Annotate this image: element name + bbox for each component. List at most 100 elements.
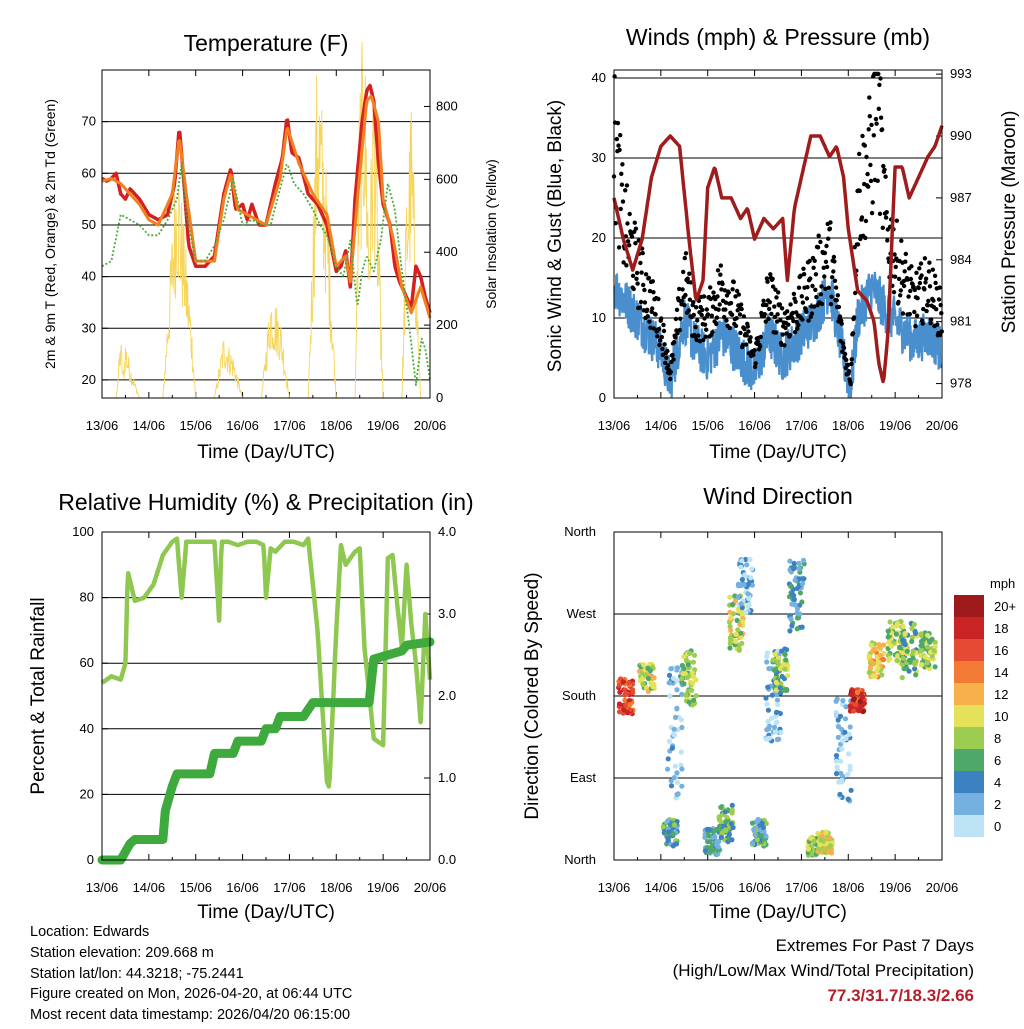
x-axis-label: Time (Day/UTC) [709, 442, 847, 463]
gust-point [778, 318, 783, 323]
direction-point [833, 753, 840, 759]
gust-point [641, 282, 646, 288]
y-tick-label: North [564, 524, 596, 539]
gust-point [724, 318, 729, 323]
gust-point [635, 281, 640, 286]
gust-point [883, 215, 889, 220]
gust-point [647, 319, 652, 324]
gust-point [927, 260, 932, 265]
direction-point [791, 560, 797, 567]
gust-point [915, 296, 920, 301]
direction-point [745, 581, 751, 588]
gust-point [647, 288, 653, 294]
gust-point [775, 312, 780, 317]
direction-point [674, 687, 680, 693]
gust-point [645, 314, 650, 319]
gust-point [717, 302, 722, 307]
gust-point [869, 122, 874, 128]
direction-point [874, 667, 880, 673]
gust-point [762, 312, 767, 317]
gust-point [832, 259, 837, 264]
x-tick-label: 18/06 [832, 418, 865, 433]
direction-point [705, 839, 711, 845]
gust-point [822, 250, 828, 256]
y-axis-label: Direction (Colored By Speed) [522, 572, 543, 819]
y-tick-label: 20 [82, 372, 96, 387]
direction-point [848, 787, 854, 793]
direction-point [742, 572, 748, 578]
direction-point [651, 675, 657, 681]
colorbar-swatch [954, 617, 984, 639]
y2-tick-label: 987 [950, 190, 972, 205]
direction-point [787, 628, 793, 634]
direction-point [678, 749, 684, 755]
colorbar-label: 10 [994, 709, 1008, 724]
gust-point [850, 331, 856, 336]
gust-point [818, 292, 824, 297]
gust-point [908, 276, 914, 282]
gust-point [920, 321, 925, 326]
direction-point [746, 596, 752, 602]
direction-point [727, 635, 734, 641]
series-line-2m-t [101, 83, 432, 314]
y-tick-label: 50 [82, 217, 96, 232]
gust-point [730, 287, 735, 292]
colorbar-label: 18 [994, 621, 1008, 636]
gust-point [787, 332, 793, 338]
gust-point [763, 319, 768, 324]
gust-point [701, 337, 706, 343]
gust-point [639, 270, 644, 275]
gust-point [855, 242, 861, 247]
direction-point [669, 745, 676, 751]
y-tick-label: North [564, 852, 596, 867]
direction-point [768, 715, 775, 722]
recent-timestamp: Most recent data timestamp: 2026/04/20 0… [30, 1007, 351, 1024]
direction-point [681, 666, 687, 672]
gust-point [832, 278, 838, 283]
direction-point [681, 681, 687, 687]
gust-point [767, 300, 772, 305]
direction-point [674, 779, 681, 786]
gust-point [917, 280, 923, 286]
gust-point [619, 182, 625, 187]
direction-point [630, 690, 636, 696]
gust-point [913, 324, 918, 329]
gust-point [664, 355, 669, 360]
direction-point [909, 634, 915, 641]
direction-point [894, 657, 900, 664]
gust-point [727, 325, 732, 331]
gust-point [685, 276, 690, 281]
direction-point [727, 645, 733, 651]
direction-point [738, 564, 744, 570]
direction-point [876, 642, 882, 648]
direction-point [733, 638, 739, 645]
direction-point [616, 709, 623, 715]
gust-point [632, 220, 637, 225]
gust-point [819, 301, 825, 307]
station-info: Location: Edwards Station elevation: 209… [30, 922, 352, 1026]
y-tick-label: 20 [592, 230, 606, 245]
gust-point [841, 345, 847, 351]
direction-point [735, 583, 742, 589]
direction-point [741, 582, 747, 588]
direction-point [770, 657, 776, 663]
direction-point [672, 714, 679, 721]
gust-point [810, 283, 815, 289]
gust-point [880, 225, 885, 230]
gust-point [813, 272, 819, 277]
gust-point [687, 297, 693, 302]
gust-point [795, 326, 800, 331]
gust-point [634, 276, 639, 281]
direction-point [818, 837, 824, 843]
direction-point [680, 671, 686, 677]
direction-point [641, 662, 647, 668]
gust-point [697, 339, 703, 344]
direction-point [885, 628, 891, 634]
direction-point [912, 666, 918, 672]
gust-point [679, 298, 685, 304]
direction-point [690, 680, 696, 686]
direction-point [743, 556, 749, 563]
direction-point [764, 653, 770, 660]
direction-point [738, 601, 744, 607]
gust-point [683, 292, 688, 298]
